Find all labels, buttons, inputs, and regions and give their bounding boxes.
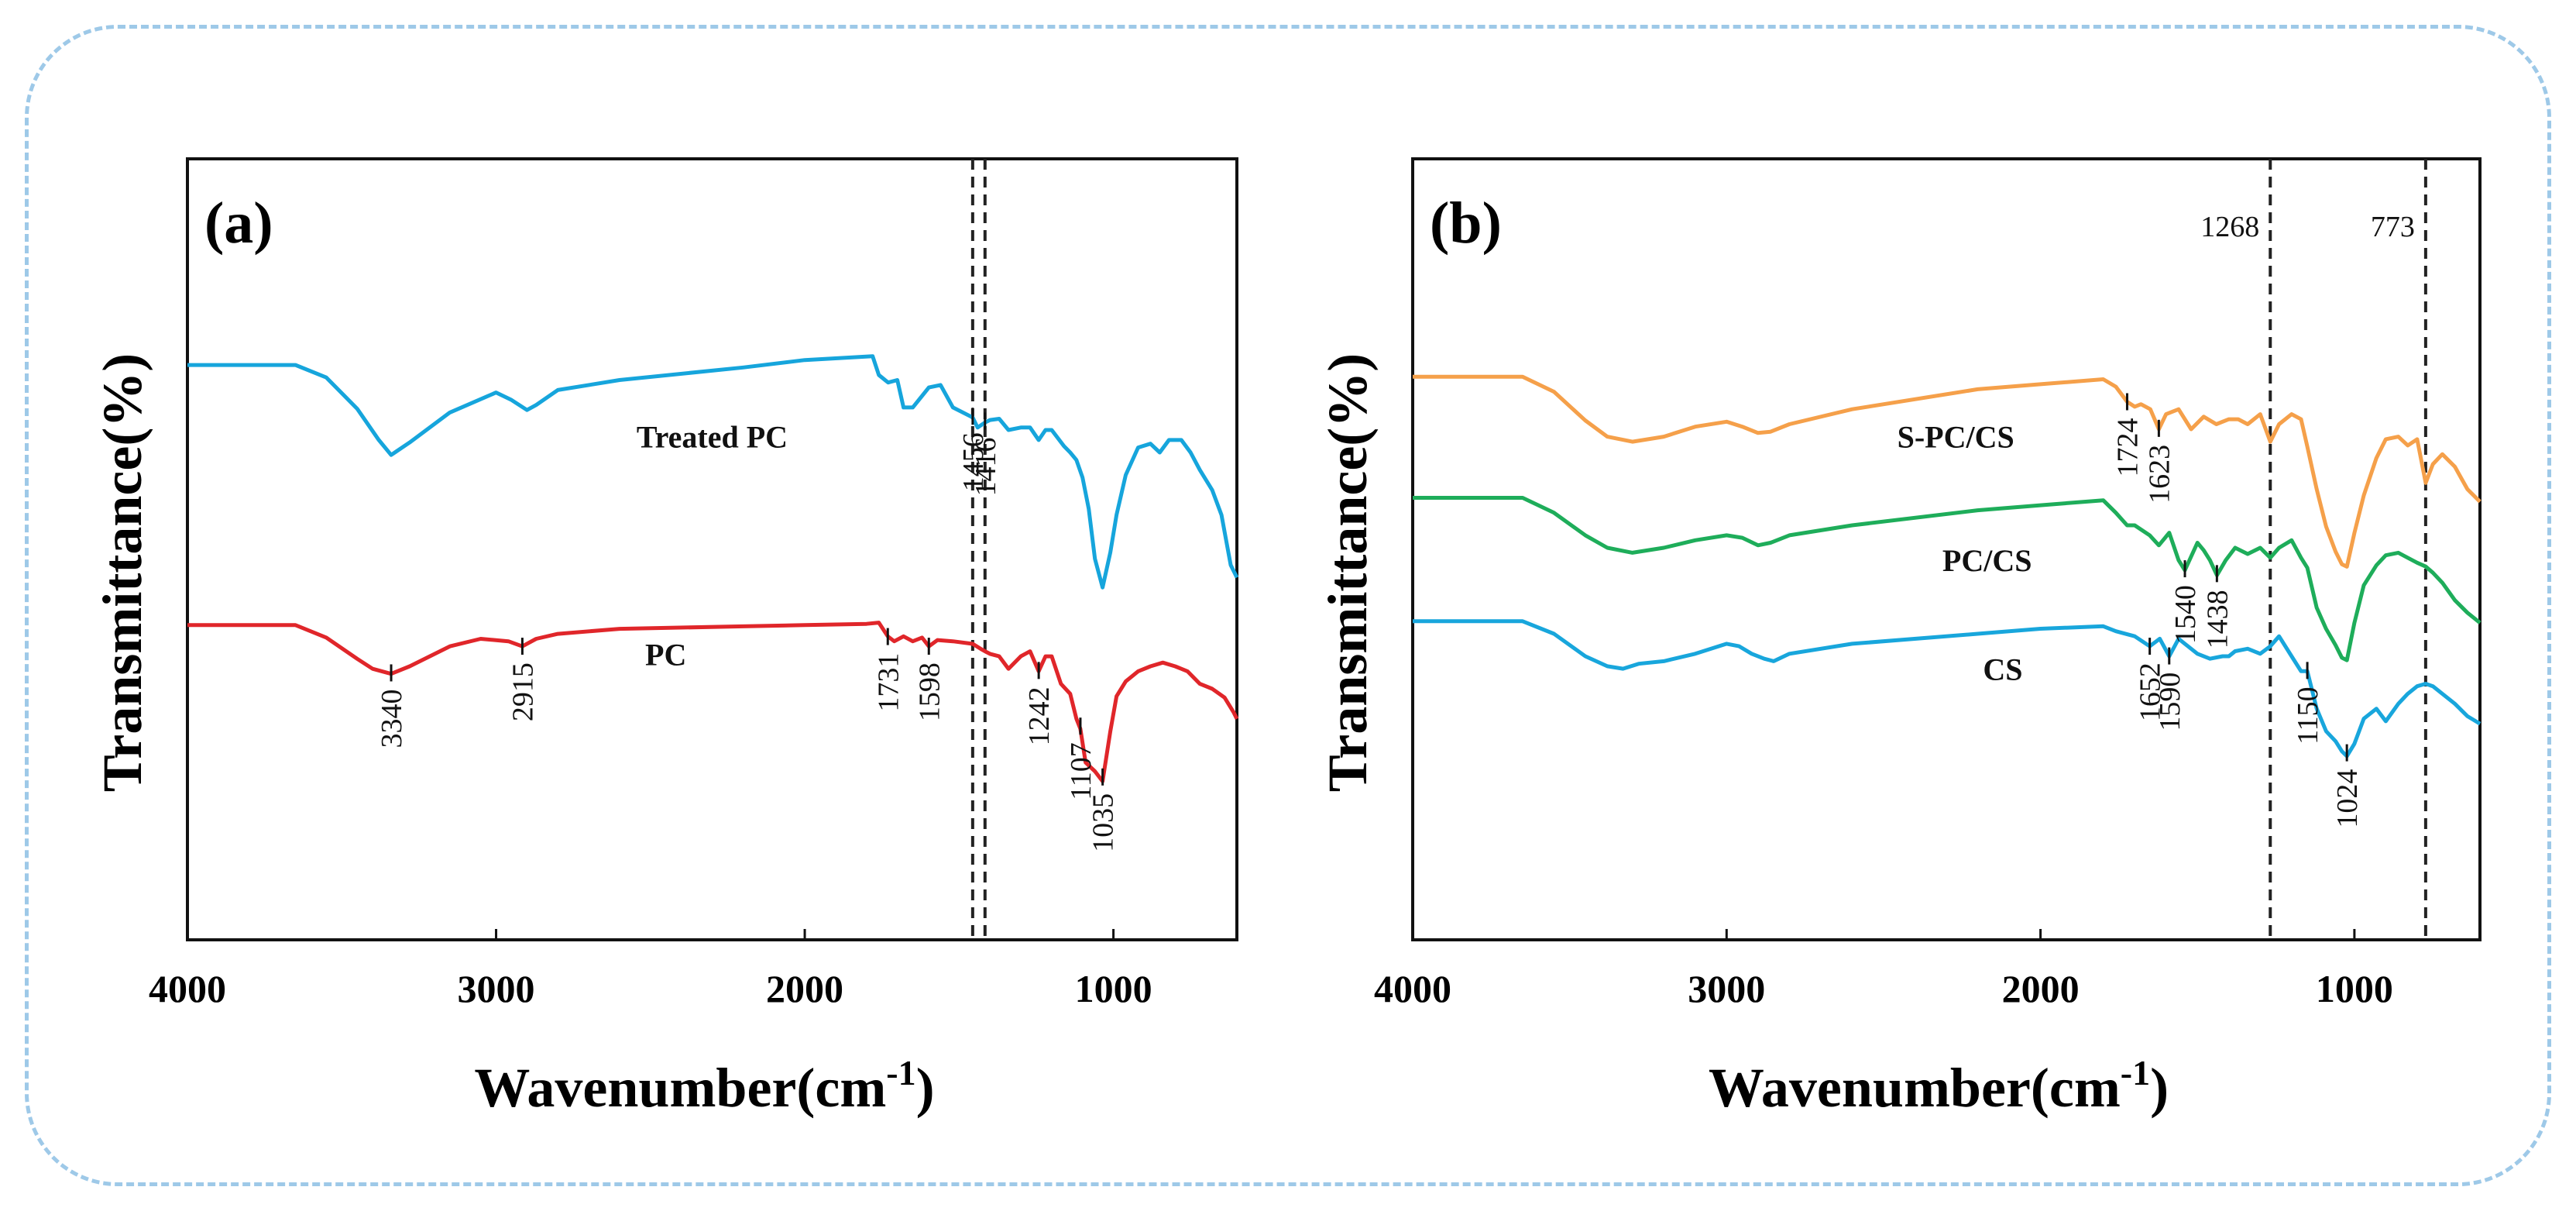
reference-line-label: 1268 xyxy=(2200,211,2259,243)
panel-a-label: (a) xyxy=(204,191,273,256)
peak-label: 1035 xyxy=(1087,793,1120,852)
panel-b-series xyxy=(1413,374,2482,759)
series-label: PC/CS xyxy=(1942,543,2032,578)
series-line-treated-pc xyxy=(187,354,1239,590)
series-line-s-pc-cs xyxy=(1413,374,2482,569)
peak-label: 1731 xyxy=(872,653,905,712)
panel-b-y-axis-title: Transmittance(%) xyxy=(1317,353,1379,793)
peak-label: 1456 xyxy=(957,432,990,491)
peak-label: 1623 xyxy=(2143,445,2176,504)
panel-b-x-axis-title-main: Wavenumber(cm xyxy=(1709,1057,2121,1119)
panel-a-x-axis-title-main: Wavenumber(cm xyxy=(474,1057,886,1119)
panel-a-series-labels: Treated PC PC xyxy=(637,419,788,672)
panel-a-x-axis-title: Wavenumber(cm-1) xyxy=(474,1053,934,1119)
peak-label: 1107 xyxy=(1065,742,1097,800)
series-line-pc-cs xyxy=(1413,496,2482,662)
peak-label: 1438 xyxy=(2201,590,2234,649)
panel-a-x-axis-title-superscript: -1 xyxy=(886,1053,915,1092)
panel-b-x-axis-title-close: ) xyxy=(2150,1057,2169,1119)
panel-a-x-ticks: 4000 3000 2000 1000 xyxy=(149,929,1152,1010)
panel-b-reference-lines xyxy=(2269,159,2427,940)
panel-b-series-labels: S-PC/CS PC/CS CS xyxy=(1898,419,2032,686)
peak-label: 1540 xyxy=(2169,585,2202,644)
panel-b-x-axis-title: Wavenumber(cm-1) xyxy=(1709,1053,2169,1119)
x-tick-label: 2000 xyxy=(2002,967,2080,1010)
panel-a-x-axis-title-close: ) xyxy=(916,1057,935,1119)
peak-label: 1242 xyxy=(1023,686,1056,745)
panel-a-series xyxy=(187,354,1239,783)
peak-label: 1024 xyxy=(2331,769,2364,828)
series-line-cs xyxy=(1413,619,2482,759)
x-tick-label: 1000 xyxy=(2316,967,2393,1010)
peak-label: 1416 xyxy=(970,437,1002,496)
panel-b-reference-line-labels: 1268 773 xyxy=(2200,211,2415,243)
x-tick-label: 3000 xyxy=(1688,967,1765,1010)
series-line-pc xyxy=(187,621,1239,783)
x-tick-label: 4000 xyxy=(149,967,226,1010)
panel-b-x-axis-title-superscript: -1 xyxy=(2121,1053,2150,1092)
x-tick-label: 2000 xyxy=(766,967,843,1010)
peak-label: 1652 xyxy=(2135,662,2167,721)
panel-b-plot-area xyxy=(1411,157,2482,941)
panel-a-y-axis-title: Transmittance(%) xyxy=(91,353,153,793)
peak-label: 1590 xyxy=(2154,673,2186,731)
series-label: Treated PC xyxy=(637,419,788,454)
dashed-frame xyxy=(25,25,2551,1186)
x-tick-label: 3000 xyxy=(458,967,535,1010)
x-tick-label: 4000 xyxy=(1374,967,1451,1010)
reference-line-label: 773 xyxy=(2371,211,2415,243)
peak-label: 3340 xyxy=(376,689,408,748)
peak-label: 1724 xyxy=(2111,418,2144,476)
x-tick-label: 1000 xyxy=(1075,967,1152,1010)
series-label: PC xyxy=(645,638,686,673)
peak-label: 1598 xyxy=(913,662,946,721)
panel-b-x-ticks: 4000 3000 2000 1000 xyxy=(1374,929,2393,1010)
panel-a-plot-area xyxy=(186,157,1238,941)
panel-b-label: (b) xyxy=(1430,191,1502,256)
peak-label: 2915 xyxy=(507,662,539,721)
panel-a-reference-lines xyxy=(970,159,987,940)
peak-label: 1150 xyxy=(2292,686,2324,745)
series-label: S-PC/CS xyxy=(1898,419,2014,454)
series-label: CS xyxy=(1983,652,2022,686)
